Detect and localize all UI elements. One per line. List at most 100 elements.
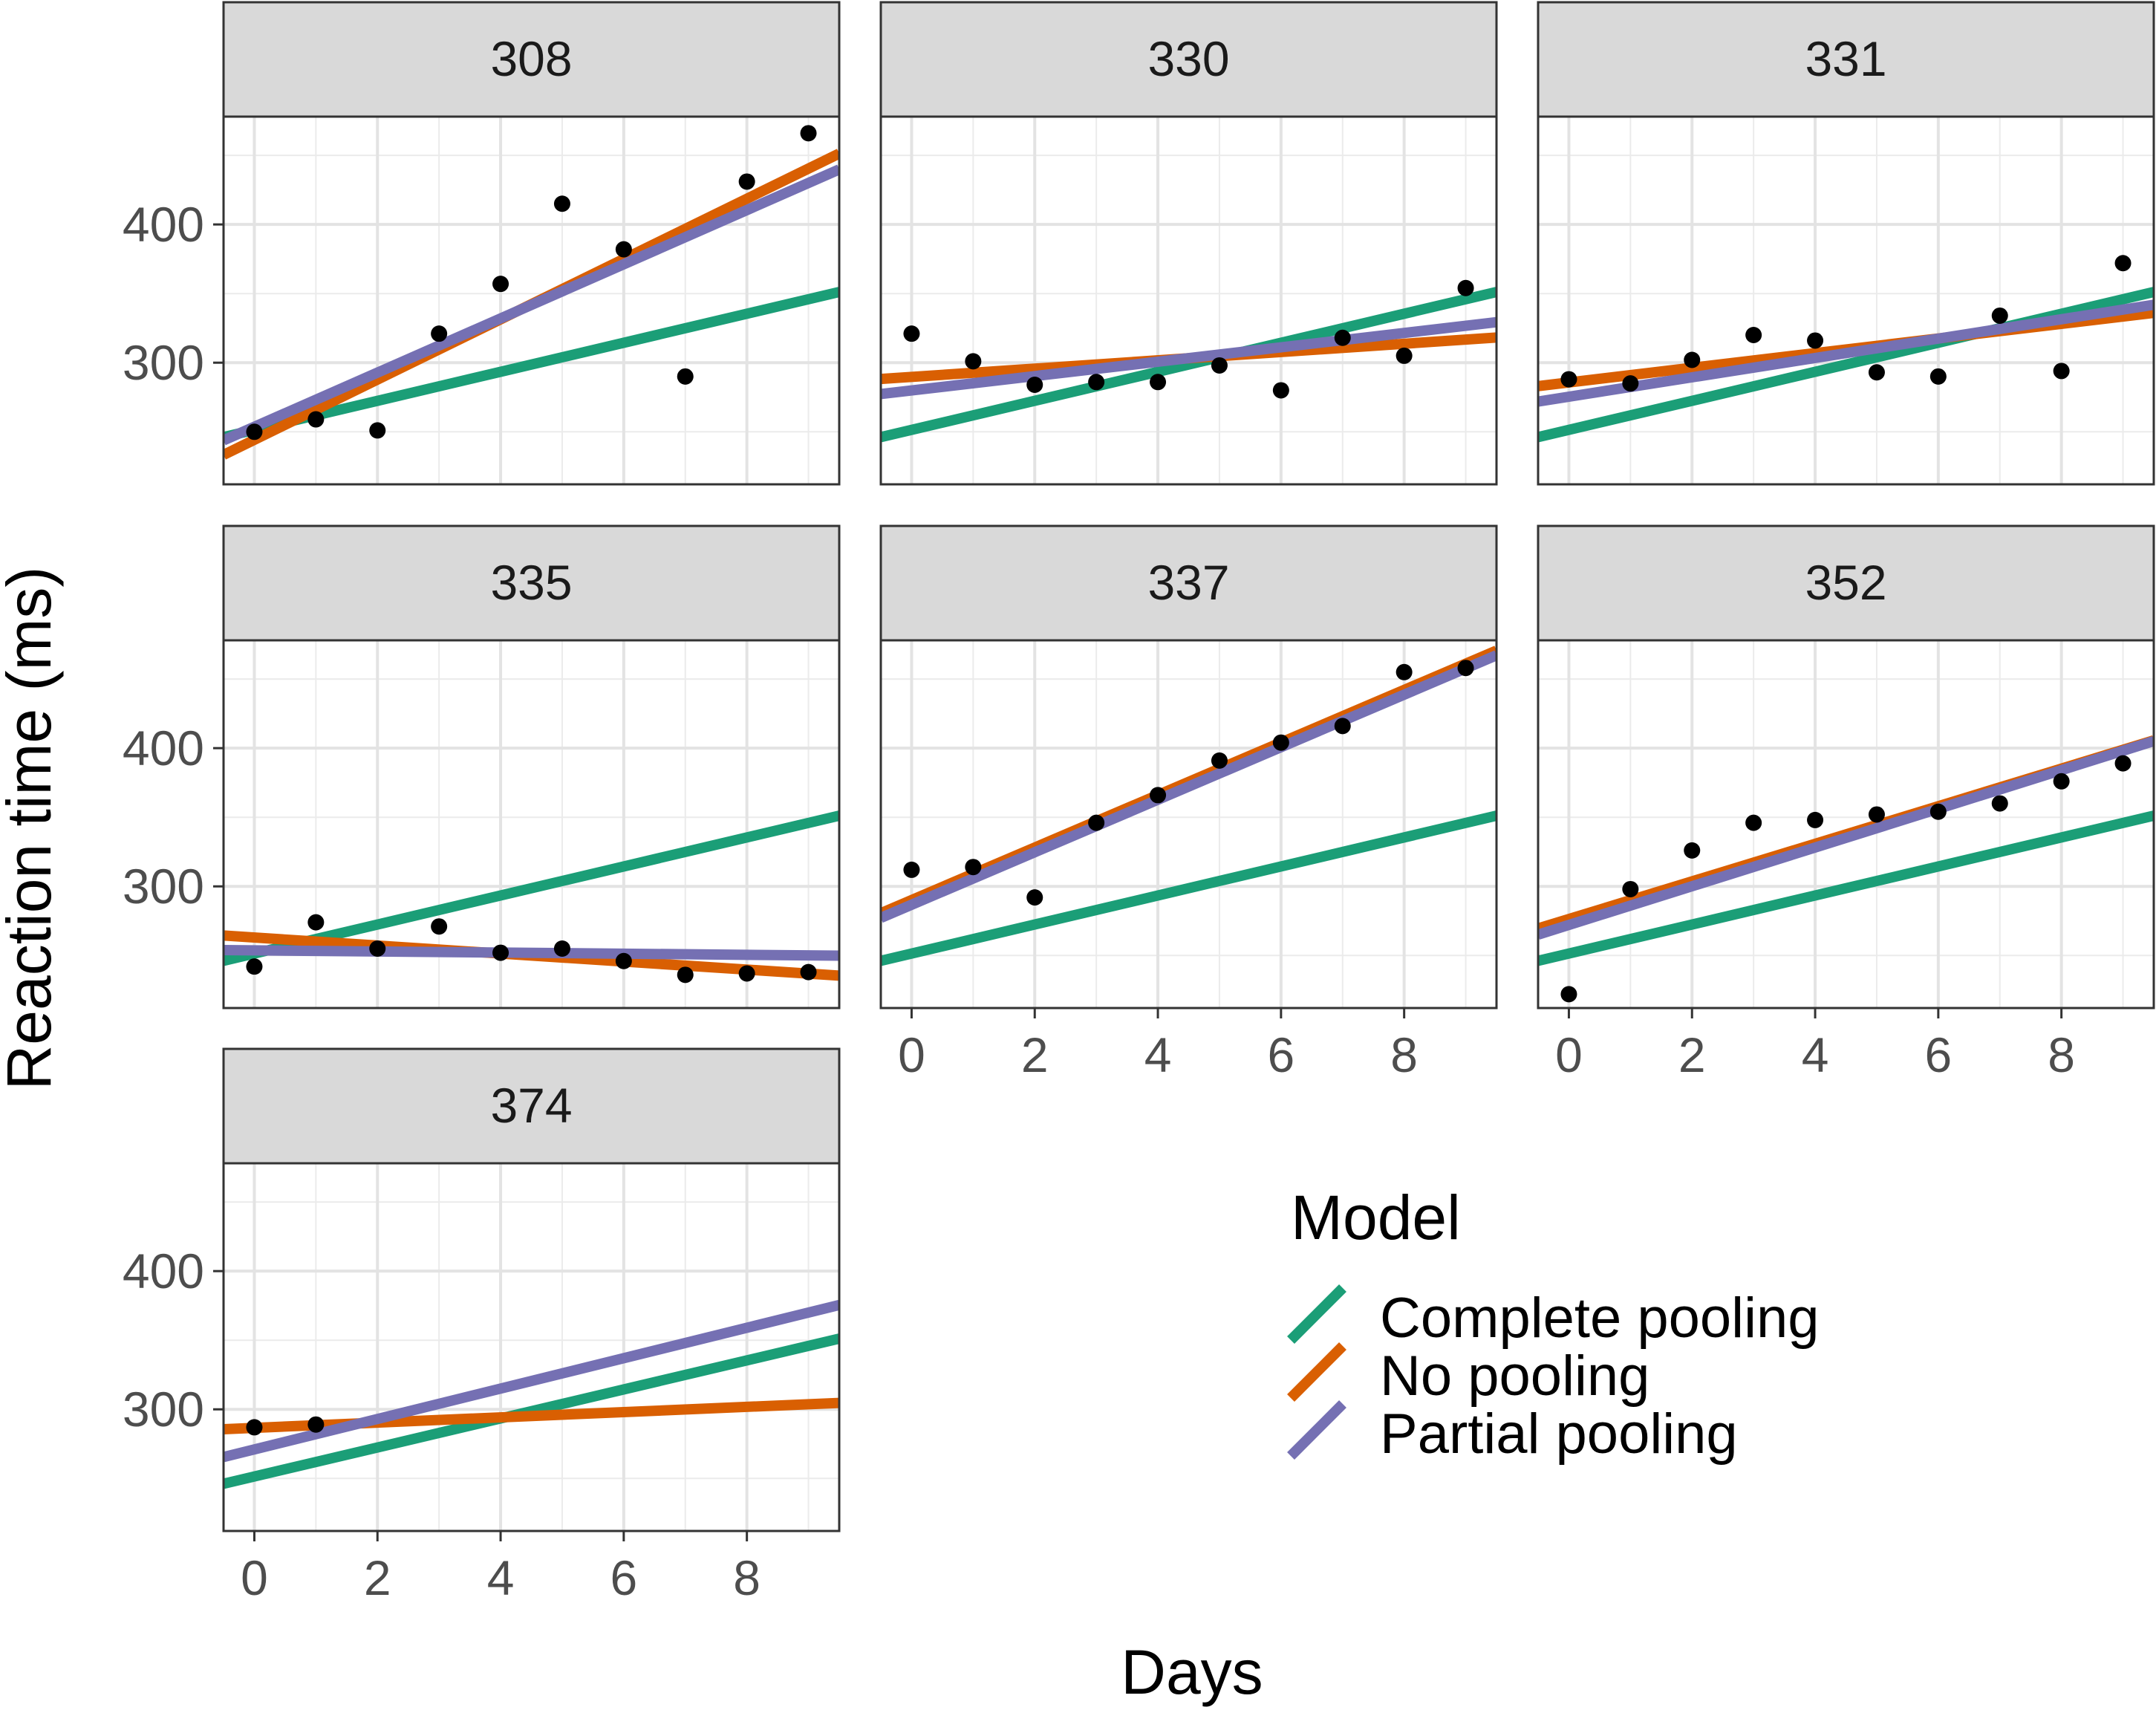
data-point	[1457, 279, 1474, 296]
fit-lines	[881, 646, 1497, 966]
strip-label: 352	[1805, 555, 1886, 610]
panel-352: 352 0 2 4 6 8	[1537, 524, 2155, 1082]
x-tick-label: 0	[1555, 1027, 1583, 1082]
panel-border	[222, 1162, 841, 1532]
line-no-pooling	[224, 1397, 839, 1434]
legend-title: Model	[1291, 1183, 1461, 1252]
data-point	[553, 195, 570, 212]
y-tick-label: 300	[123, 1382, 204, 1437]
data-point	[2053, 363, 2070, 380]
panel-308: 308 300 400	[123, 1, 841, 486]
data-point	[965, 859, 982, 876]
data-points	[903, 660, 1474, 906]
data-point	[2114, 255, 2131, 272]
data-point	[1868, 364, 1885, 381]
x-tick-label: 2	[1021, 1027, 1049, 1082]
data-point	[677, 368, 694, 385]
legend-item-no-pooling: No pooling	[1287, 1342, 1649, 1408]
line-partial-pooling	[224, 164, 839, 446]
data-point	[965, 353, 982, 370]
strip-331	[1537, 1, 2155, 118]
data-points	[903, 279, 1474, 399]
panel-330: 330	[879, 1, 1498, 486]
data-point	[246, 1419, 263, 1436]
panel-337: 337 0 2 4 6 8	[879, 524, 1498, 1082]
plot-background	[1538, 117, 2154, 484]
line-partial-pooling	[881, 316, 1497, 400]
fit-lines	[1538, 735, 2154, 966]
strip-352	[1537, 524, 2155, 642]
data-point	[1622, 375, 1639, 392]
legend-key	[1287, 1284, 1346, 1344]
data-points	[246, 1416, 325, 1436]
strip-330	[879, 1, 1498, 118]
x-axis-title: Days	[1121, 1637, 1263, 1707]
data-point	[1395, 347, 1413, 364]
data-point	[431, 325, 448, 342]
x-tick-label: 2	[1678, 1027, 1706, 1082]
x-tick-label: 4	[1802, 1027, 1829, 1082]
legend-label: No pooling	[1380, 1345, 1649, 1408]
data-point	[1026, 889, 1043, 906]
data-point	[431, 918, 448, 935]
line-complete-pooling	[1538, 810, 2154, 966]
data-point	[246, 958, 263, 975]
legend-key	[1287, 1400, 1346, 1460]
line-complete-pooling	[881, 287, 1497, 443]
panel-374: 374 300 400 0 2 4 6 8	[123, 1047, 841, 1605]
data-point	[1991, 307, 2008, 324]
strip-label: 308	[490, 31, 572, 86]
fit-lines	[881, 287, 1497, 443]
data-point	[615, 952, 632, 969]
data-point	[738, 965, 755, 982]
strip-label: 374	[490, 1078, 572, 1133]
data-point	[1088, 814, 1105, 831]
panel-border	[1537, 115, 2155, 486]
data-point	[1745, 327, 1762, 344]
panel-border	[1537, 639, 2155, 1010]
plot-background	[1538, 640, 2154, 1008]
x-tick-label: 6	[610, 1550, 637, 1605]
data-point	[1150, 374, 1167, 391]
data-point	[492, 944, 509, 961]
data-points	[246, 914, 817, 984]
line-partial-pooling	[881, 650, 1497, 923]
x-tick-label: 6	[1267, 1027, 1294, 1082]
data-point	[903, 325, 920, 342]
y-tick-label: 300	[123, 335, 204, 390]
data-point	[369, 422, 386, 439]
legend-key	[1287, 1342, 1346, 1402]
grid	[881, 640, 1497, 1008]
data-point	[2053, 773, 2070, 790]
data-point	[1807, 811, 1824, 828]
data-point	[1622, 880, 1639, 897]
grid	[224, 117, 839, 484]
x-tick-label: 2	[364, 1550, 391, 1605]
data-point	[1088, 374, 1105, 391]
y-tick-label: 400	[123, 721, 204, 776]
line-partial-pooling	[224, 945, 839, 961]
fit-lines	[224, 1299, 839, 1489]
panel-335: 335 300 400	[123, 524, 841, 1010]
line-partial-pooling	[1538, 735, 2154, 940]
y-tick-label: 300	[123, 859, 204, 914]
strip-label: 330	[1147, 31, 1229, 86]
data-point	[369, 940, 386, 957]
line-complete-pooling	[224, 810, 839, 966]
x-tick-label: 4	[1144, 1027, 1172, 1082]
panel-331: 331	[1537, 1, 2155, 486]
legend-label: Complete pooling	[1380, 1287, 1820, 1350]
line-complete-pooling	[224, 287, 839, 443]
strip-337	[879, 524, 1498, 642]
panel-border	[222, 115, 841, 486]
strip-label: 335	[490, 555, 572, 610]
data-point	[1929, 803, 1947, 820]
panel-border	[879, 639, 1498, 1010]
data-point	[246, 423, 263, 440]
data-point	[1026, 377, 1043, 394]
strip-label: 337	[1147, 555, 1229, 610]
y-axis-title: Reaction time (ms)	[0, 567, 64, 1090]
data-point	[1211, 357, 1228, 374]
data-point	[738, 173, 755, 190]
x-tick-label: 8	[2048, 1027, 2075, 1082]
